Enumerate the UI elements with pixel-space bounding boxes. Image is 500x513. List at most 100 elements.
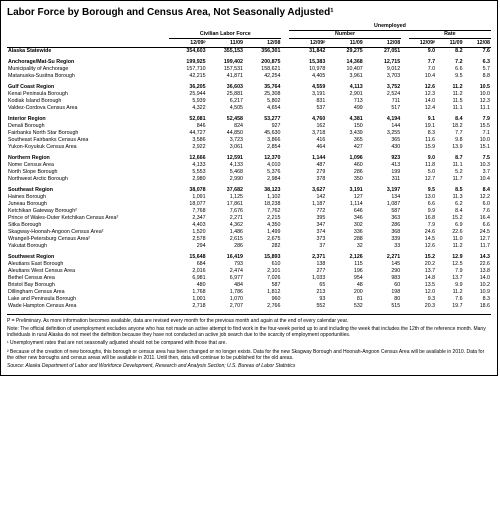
row-value: 15,648 (169, 254, 206, 261)
row-value: 15.1 (464, 144, 491, 151)
col-p1: 12/09ᵖ (289, 38, 326, 47)
row-value: 9.9 (409, 208, 436, 215)
row-value: 365 (364, 137, 401, 144)
row-value: 1,187 (289, 201, 326, 208)
row-value: 22.6 (436, 229, 463, 236)
row-value (281, 282, 288, 289)
table-row: Fairbanks North Star Borough44,72744,850… (7, 130, 491, 137)
row-value: 3,866 (244, 137, 281, 144)
row-value: 2,901 (326, 91, 363, 98)
row-value: 14,368 (326, 59, 363, 66)
row-value (281, 66, 288, 73)
row-value (401, 59, 408, 66)
row-value: 32 (326, 243, 363, 250)
row-value: 923 (364, 155, 401, 162)
row-label: Yakutat Borough (7, 243, 169, 250)
row-value: 5,939 (169, 98, 206, 105)
row-value: 9.8 (436, 137, 463, 144)
row-value: 12.7 (409, 176, 436, 183)
row-value: 7.2 (436, 59, 463, 66)
row-value (281, 105, 288, 112)
row-value (281, 303, 288, 310)
row-value: 2,524 (364, 91, 401, 98)
row-label: Lake and Peninsula Borough (7, 296, 169, 303)
row-value: 350 (326, 176, 363, 183)
row-value: 158,621 (244, 66, 281, 73)
row-value (401, 187, 408, 194)
row-label: Denali Borough (7, 123, 169, 130)
table-row: Dillingham Census Area1,7681,7861,812213… (7, 289, 491, 296)
row-value (281, 275, 288, 282)
table-row: Northern Region12,66612,59112,3701,1441,… (7, 155, 491, 162)
table-row: North Slope Borough5,5535,4685,376279286… (7, 169, 491, 176)
row-value (281, 84, 288, 91)
row-value: 2,271 (364, 254, 401, 261)
row-value: 5,468 (207, 169, 244, 176)
row-label: Northwest Arctic Borough (7, 176, 169, 183)
row-value: 44,727 (169, 130, 206, 137)
row-value: 15.5 (464, 123, 491, 130)
row-value: 14.8 (409, 275, 436, 282)
row-value: 378 (289, 176, 326, 183)
row-value: 1,096 (326, 155, 363, 162)
row-value: 336 (326, 229, 363, 236)
row-value: 8.5 (436, 187, 463, 194)
col-p3: 12/08 (244, 38, 281, 47)
row-label: Aleutians West Census Area (7, 268, 169, 275)
row-value: 684 (169, 261, 206, 268)
table-row: Valdez-Cordova Census Area4,3224,5054,65… (7, 105, 491, 112)
row-value (401, 130, 408, 137)
row-value (401, 229, 408, 236)
row-value: 1,001 (169, 296, 206, 303)
row-value: 11.2 (436, 91, 463, 98)
row-value: 4,654 (244, 105, 281, 112)
row-value: 13.5 (409, 282, 436, 289)
row-value: 16.8 (409, 215, 436, 222)
row-value (401, 208, 408, 215)
row-value: 6,981 (169, 275, 206, 282)
row-value: 36,603 (207, 84, 244, 91)
row-value: 41,871 (207, 73, 244, 80)
row-value: 25,944 (169, 91, 206, 98)
row-value: 2,578 (169, 236, 206, 243)
row-value: 15,893 (244, 254, 281, 261)
row-value: 5,802 (244, 98, 281, 105)
row-value: 7.9 (409, 222, 436, 229)
row-value: 44,850 (207, 130, 244, 137)
footnote-p: P = Preliminary. As more information bec… (7, 318, 491, 324)
row-label: Skagway-Hoonah-Angoon Census Area² (7, 229, 169, 236)
row-value: 8.4 (436, 116, 463, 123)
row-label: Alaska Statewide (7, 47, 169, 55)
row-value: 144 (364, 123, 401, 130)
row-value: 19.1 (409, 123, 436, 130)
row-value: 355,153 (207, 47, 244, 55)
row-value: 9.0 (409, 155, 436, 162)
row-value: 1,087 (364, 201, 401, 208)
row-value: 7.6 (436, 296, 463, 303)
row-value (281, 296, 288, 303)
row-value: 15,383 (289, 59, 326, 66)
row-value (281, 162, 288, 169)
report-title: Labor Force by Borough and Census Area, … (7, 7, 491, 18)
row-value: 14.3 (464, 254, 491, 261)
row-value: 12.4 (409, 105, 436, 112)
row-value: 3,627 (289, 187, 326, 194)
row-value: 80 (364, 296, 401, 303)
row-value: 983 (364, 275, 401, 282)
row-value: 48 (326, 282, 363, 289)
row-value: 12.5 (436, 261, 463, 268)
table-row: Aleutians East Borough684793610138115145… (7, 261, 491, 268)
row-value: 138 (289, 261, 326, 268)
row-value (401, 296, 408, 303)
row-value: 196 (326, 268, 363, 275)
row-value: 16,419 (207, 254, 244, 261)
row-value (401, 66, 408, 73)
row-value (281, 222, 288, 229)
col-p1: 12/09ᵖ (409, 38, 436, 47)
row-value: 517 (364, 105, 401, 112)
row-value: 395 (289, 215, 326, 222)
row-value (281, 187, 288, 194)
row-value (401, 91, 408, 98)
table-row: Aleutians West Census Area2,0162,4742,10… (7, 268, 491, 275)
row-value: 4,559 (289, 84, 326, 91)
